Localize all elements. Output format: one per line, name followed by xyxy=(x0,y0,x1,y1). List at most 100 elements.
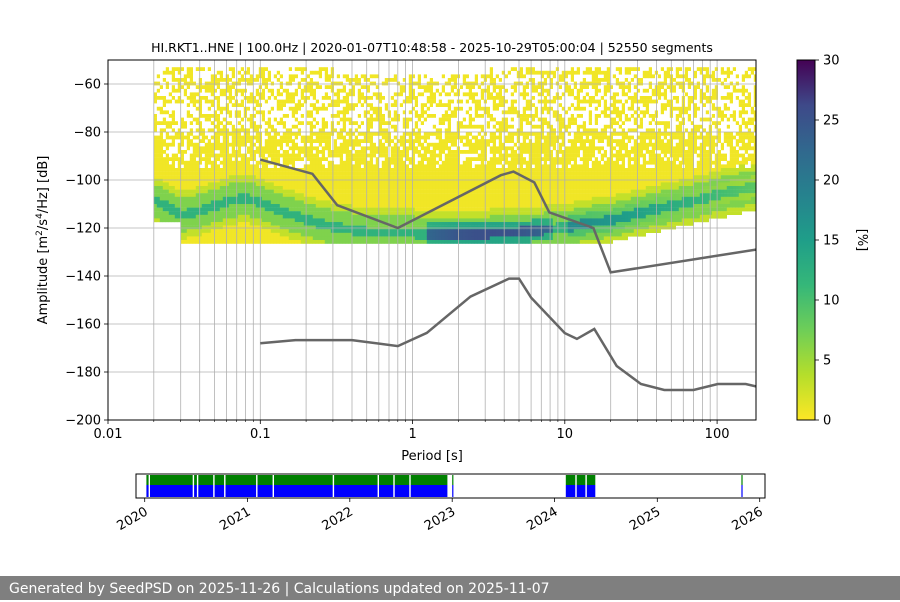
density-cell xyxy=(360,157,364,161)
density-cell xyxy=(327,200,331,205)
density-cell xyxy=(351,103,355,107)
density-cell xyxy=(396,92,400,97)
density-cell xyxy=(492,232,496,237)
density-cell xyxy=(237,189,241,194)
density-cell xyxy=(369,204,373,208)
density-cell xyxy=(543,211,547,215)
density-cell xyxy=(315,204,319,208)
density-cell xyxy=(480,207,484,212)
density-cell xyxy=(351,204,355,208)
density-cell xyxy=(537,207,541,212)
density-cell xyxy=(417,168,421,172)
density-cell xyxy=(213,114,217,118)
density-cell xyxy=(366,189,370,194)
density-cell xyxy=(204,211,208,215)
density-cell xyxy=(450,200,454,205)
density-cell xyxy=(558,103,562,107)
density-cell xyxy=(546,99,550,104)
density-cell xyxy=(327,171,331,176)
density-cell xyxy=(477,240,481,244)
density-cell xyxy=(249,193,253,197)
density-cell xyxy=(303,225,307,230)
density-cell xyxy=(531,78,535,82)
density-cell xyxy=(282,88,286,93)
density-cell xyxy=(264,225,268,230)
density-cell xyxy=(153,204,157,208)
density-cell xyxy=(528,211,532,215)
density-cell xyxy=(210,175,214,179)
density-cell xyxy=(174,182,178,187)
density-cell xyxy=(330,164,334,169)
density-cell xyxy=(285,99,289,104)
density-cell xyxy=(249,164,253,169)
density-cell xyxy=(531,240,535,244)
density-cell xyxy=(165,142,169,147)
density-cell xyxy=(222,92,226,97)
density-cell xyxy=(486,222,490,226)
density-cell xyxy=(471,96,475,100)
density-cell xyxy=(321,193,325,197)
density-cell xyxy=(276,139,280,143)
density-cell xyxy=(237,132,241,136)
density-cell xyxy=(447,236,451,241)
density-cell xyxy=(489,186,493,190)
density-cell xyxy=(213,229,217,233)
density-cell xyxy=(453,189,457,194)
density-cell xyxy=(420,114,424,118)
density-cell xyxy=(231,124,235,129)
density-cell xyxy=(480,135,484,140)
density-cell xyxy=(309,88,313,93)
density-cell xyxy=(378,193,382,197)
density-cell xyxy=(288,92,292,97)
density-cell xyxy=(471,81,475,86)
density-cell xyxy=(297,211,301,215)
density-cell xyxy=(255,78,259,82)
density-cell xyxy=(378,171,382,176)
density-cell xyxy=(495,196,499,201)
density-cell xyxy=(408,168,412,172)
density-cell xyxy=(498,146,502,151)
density-cell xyxy=(375,182,379,187)
density-cell xyxy=(540,81,544,86)
density-cell xyxy=(264,193,268,197)
density-cell xyxy=(270,211,274,215)
density-cell xyxy=(366,110,370,115)
density-cell xyxy=(450,232,454,237)
density-cell xyxy=(492,106,496,111)
density-cell xyxy=(537,124,541,129)
density-cell xyxy=(204,85,208,89)
density-cell xyxy=(309,196,313,201)
density-cell xyxy=(534,225,538,230)
density-cell xyxy=(498,214,502,219)
density-cell xyxy=(246,232,250,237)
density-cell xyxy=(318,106,322,111)
density-cell xyxy=(237,178,241,183)
density-cell xyxy=(324,157,328,161)
density-cell xyxy=(549,81,553,86)
density-cell xyxy=(342,222,346,226)
density-cell xyxy=(516,81,520,86)
density-cell xyxy=(189,204,193,208)
density-cell xyxy=(357,218,361,223)
density-cell xyxy=(438,189,442,194)
density-cell xyxy=(486,110,490,115)
density-cell xyxy=(327,189,331,194)
density-cell xyxy=(381,171,385,176)
density-cell xyxy=(321,211,325,215)
density-cell xyxy=(186,240,190,244)
density-cell xyxy=(321,168,325,172)
density-cell xyxy=(210,128,214,133)
density-cell xyxy=(408,85,412,89)
density-cell xyxy=(417,189,421,194)
density-cell xyxy=(213,218,217,223)
density-cell xyxy=(318,67,322,71)
density-cell xyxy=(312,178,316,183)
density-cell xyxy=(429,225,433,230)
density-cell xyxy=(192,211,196,215)
density-cell xyxy=(519,236,523,241)
density-cell xyxy=(492,124,496,129)
density-cell xyxy=(552,96,556,100)
density-cell xyxy=(153,196,157,201)
density-cell xyxy=(441,150,445,154)
density-cell xyxy=(393,175,397,179)
